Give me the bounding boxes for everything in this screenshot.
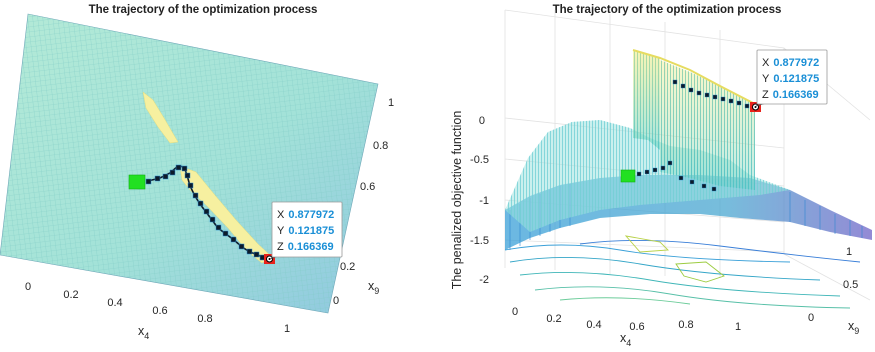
- right-y-axis-label: x9: [848, 319, 859, 336]
- right-z-tick: -2: [479, 274, 489, 286]
- left-plot: The trajectory of the optimization proce…: [0, 4, 394, 341]
- left-start-marker: [128, 174, 146, 190]
- left-datatip-x-value: 0.877972: [288, 209, 334, 221]
- left-end-marker: [264, 254, 275, 264]
- right-contour-floor: [504, 235, 861, 309]
- left-datatip-y-key: Y: [277, 225, 285, 237]
- left-x-tick: 0.4: [107, 297, 122, 309]
- right-trajectory-points: [636, 79, 750, 192]
- svg-text:Y0.121875: Y 0.121875: [277, 225, 334, 237]
- right-datatip-x-value: 0.877972: [773, 57, 819, 69]
- left-datatip-y-value: 0.121875: [288, 225, 334, 237]
- left-chart-title: The trajectory of the optimization proce…: [89, 4, 318, 16]
- right-chart-title: The trajectory of the optimization proce…: [553, 4, 782, 16]
- right-datatip[interactable]: X 0.877972 Y 0.121875 Z 0.166369: [755, 49, 828, 107]
- right-start-marker: [620, 169, 636, 183]
- right-z-tick-labels: 0 -0.5 -1 -1.5 -2: [470, 115, 489, 286]
- right-z-tick: -1.5: [470, 235, 489, 247]
- right-datatip-z-key: Z: [762, 89, 769, 101]
- left-surface-mesh: [0, 14, 378, 313]
- left-y-tick: 0.2: [340, 261, 355, 273]
- left-y-tick: 0.6: [360, 181, 375, 193]
- svg-text:Z0.166369: Z 0.166369: [762, 89, 819, 101]
- right-surface-fill: [505, 120, 790, 232]
- right-z-tick: 0: [479, 115, 485, 127]
- left-datatip-x-key: X: [277, 209, 285, 221]
- left-x-tick-labels: 0 0.2 0.4 0.6 0.8 1: [25, 281, 290, 335]
- svg-text:X0.877972: X 0.877972: [762, 57, 819, 69]
- left-y-tick-labels: 0 0.2 0.6 0.8 1: [333, 97, 394, 307]
- svg-text:Z0.166369: Z 0.166369: [277, 241, 334, 253]
- right-z-tick: -1: [479, 195, 489, 207]
- right-datatip-y-key: Y: [762, 73, 770, 85]
- right-x-tick: 1: [735, 321, 741, 333]
- left-y-tick: 0: [333, 295, 339, 307]
- left-y-tick: 1: [388, 97, 394, 109]
- right-y-tick: 0: [808, 312, 814, 324]
- right-datatip-y-value: 0.121875: [773, 73, 819, 85]
- left-datatip-z-value: 0.166369: [288, 241, 334, 253]
- right-z-tick: -0.5: [470, 154, 489, 166]
- right-datatip-x-key: X: [762, 57, 770, 69]
- left-x-tick: 0.6: [152, 305, 167, 317]
- right-y-tick: 1: [846, 246, 852, 258]
- left-x-tick: 1: [284, 323, 290, 335]
- right-plot: The trajectory of the optimization proce…: [450, 4, 872, 348]
- left-feasible-region-upper: [142, 91, 179, 144]
- left-x-tick: 0.2: [63, 289, 78, 301]
- right-x-tick: 0.4: [586, 319, 601, 331]
- left-trajectory-points: [145, 164, 266, 261]
- right-x-tick: 0.6: [629, 321, 644, 333]
- right-x-axis-label: x4: [620, 331, 631, 348]
- left-surface-edge: [0, 13, 379, 314]
- left-datatip-z-key: Z: [277, 241, 284, 253]
- left-feasible-region-lower: [179, 165, 273, 264]
- svg-text:X0.877972: X 0.877972: [277, 209, 334, 221]
- left-datatip[interactable]: X 0.877972 Y 0.121875 Z 0.166369: [269, 201, 343, 260]
- right-y-tick: 0.5: [843, 279, 858, 291]
- right-x-tick: 0.2: [546, 313, 561, 325]
- svg-text:Y0.121875: Y 0.121875: [762, 73, 819, 85]
- left-x-tick: 0: [25, 281, 31, 293]
- left-y-tick: 0.8: [373, 140, 388, 152]
- right-datatip-z-value: 0.166369: [773, 89, 819, 101]
- right-x-tick-labels: 0 0.2 0.4 0.6 0.8 1: [512, 306, 741, 333]
- left-y-axis-label: x9: [368, 279, 379, 296]
- right-y-tick-labels: 0 0.5 1: [808, 246, 858, 324]
- right-z-axis-label: The penalized objective function: [450, 111, 464, 290]
- left-x-tick: 0.8: [197, 313, 212, 325]
- right-peak-walls: [632, 49, 756, 190]
- right-x-tick: 0: [512, 306, 518, 318]
- left-x-axis-label: x4: [138, 324, 149, 341]
- right-x-tick: 0.8: [678, 319, 693, 331]
